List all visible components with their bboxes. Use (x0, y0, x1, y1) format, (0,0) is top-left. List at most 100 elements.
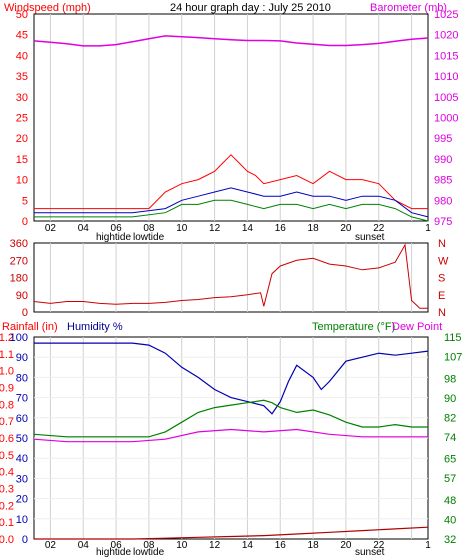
direction-tick: 90 (16, 290, 28, 302)
barometer-tick: 995 (434, 133, 452, 145)
humidity-tick: 10 (16, 514, 28, 526)
series-humidity (34, 342, 429, 415)
humidity-tick: 80 (16, 372, 28, 384)
barometer-tick: 980 (434, 195, 452, 207)
rainfall-tick: 1.2 (0, 332, 14, 344)
windspeed-tick: 5 (22, 195, 28, 207)
panel3-x-tick-16: 16 (275, 540, 287, 551)
rainfall-tick: 0.6 (0, 433, 14, 445)
panel3-x-tick-12: 12 (209, 540, 221, 551)
panel1-x-tick-12: 12 (209, 223, 221, 234)
rainfall-tick: 0.7 (0, 416, 14, 428)
temperature-tick: 74 (444, 432, 456, 444)
windspeed-axis-label: Windspeed (mph) (4, 2, 91, 14)
panel1-x-tick-14: 14 (242, 223, 254, 234)
direction-tick: 0 (22, 307, 28, 319)
windspeed-tick: 25 (16, 113, 28, 125)
windspeed-tick: 30 (16, 92, 28, 104)
hightide-label: hightide (96, 232, 131, 243)
temperature-tick: 115 (444, 332, 462, 344)
series-temperature (33, 399, 428, 438)
temperature-tick: 48 (444, 495, 456, 507)
temperature-tick: 98 (444, 373, 456, 385)
rainfall-tick: 0.3 (0, 484, 14, 496)
series-gust (34, 199, 429, 222)
panel1-frame (33, 13, 429, 222)
compass-tick: E (438, 290, 445, 302)
panel1-x-tick-02: 02 (45, 223, 57, 234)
panel3-x-tick-22: 22 (373, 540, 385, 551)
humidity-tick: 30 (16, 473, 28, 485)
barometer-tick: 985 (434, 175, 452, 187)
rainfall-axis-label: Rainfall (in) (2, 321, 58, 333)
humidity-tick: 60 (16, 413, 28, 425)
panel1-x-tick-18: 18 (308, 223, 320, 234)
temperature-tick: 90 (444, 393, 456, 405)
panel1-x-tick-04: 04 (78, 223, 90, 234)
temperature-tick: 40 (444, 515, 456, 527)
rainfall-tick: 0.4 (0, 467, 14, 479)
series-rainfall (34, 526, 429, 540)
temperature-tick: 82 (444, 412, 456, 424)
rainfall-tick: 0.8 (0, 399, 14, 411)
humidity-tick: 100 (10, 332, 28, 344)
rainfall-tick: 0.5 (0, 450, 14, 462)
lowtide-label: lowtide (133, 232, 165, 243)
humidity-tick: 90 (16, 352, 28, 364)
barometer-tick: 1000 (434, 113, 458, 125)
panel3-x-tick-04: 04 (78, 540, 90, 551)
series-barometer (33, 35, 429, 47)
series-dew-point (33, 428, 428, 443)
direction-tick: 270 (10, 255, 28, 267)
series-average-windspeed (34, 187, 429, 218)
windspeed-barometer-panel: 0510152025303540455097598098599099510001… (16, 9, 459, 234)
barometer-tick: 1025 (434, 9, 458, 21)
temperature-axis-label: Temperature (°F) (312, 321, 395, 333)
panel1-x-tick-16: 16 (275, 223, 287, 234)
panel1-x-tick-10: 10 (176, 223, 188, 234)
humidity-tick: 40 (16, 453, 28, 465)
barometer-axis-label: Barometer (mb) (370, 2, 447, 14)
rainfall-tick: 1.0 (0, 366, 14, 378)
series-wind-direction (33, 243, 428, 309)
barometer-tick: 1015 (434, 50, 458, 62)
temperature-tick: 32 (444, 534, 456, 546)
compass-tick: W (438, 255, 449, 267)
panel3-x-tick-14: 14 (242, 540, 254, 551)
windspeed-tick: 45 (16, 30, 28, 42)
humidity-tick: 50 (16, 433, 28, 445)
humidity-tick: 70 (16, 393, 28, 405)
sunset-label: sunset (355, 232, 385, 243)
series-windspeed (34, 154, 428, 210)
windspeed-tick: 20 (16, 133, 28, 145)
panel2-frame (33, 242, 429, 313)
rainfall-tick: 0.1 (0, 517, 14, 529)
panel3-x-tick-18: 18 (308, 540, 320, 551)
rainfall-tick: 1.1 (0, 349, 14, 361)
humidity-axis-label: Humidity % (67, 321, 123, 333)
barometer-tick: 990 (434, 154, 452, 166)
panel1-x-tick-06: 06 (111, 223, 123, 234)
barometer-tick: 975 (434, 216, 452, 228)
compass-tick: N (438, 238, 446, 250)
humidity-tick: 0 (22, 534, 28, 546)
dewpoint-axis-label: Dew Point (392, 321, 442, 333)
panel1-x-tick-22: 22 (373, 223, 385, 234)
sunset-label-bottom: sunset (355, 547, 385, 558)
windspeed-tick: 35 (16, 71, 28, 83)
panel3-x-tick-02: 02 (45, 540, 57, 551)
temperature-tick: 107 (444, 351, 462, 363)
panel3-x-tick-08: 08 (143, 540, 155, 551)
direction-tick: 360 (10, 238, 28, 250)
panel1-x-tick-end: 1 (425, 223, 431, 234)
temperature-tick: 57 (444, 473, 456, 485)
barometer-tick: 1010 (434, 71, 458, 83)
panel3-x-tick-10: 10 (176, 540, 188, 551)
panel3-x-tick-20: 20 (340, 540, 352, 551)
humidity-temperature-panel: 0.0 0.1 0.2 0.3 0.4 0.5 0.6 0.7 0.8 0.9 1.0 1.1 1.2 0… (0, 332, 462, 551)
windspeed-tick: 40 (16, 50, 28, 62)
barometer-tick: 1005 (434, 92, 458, 104)
